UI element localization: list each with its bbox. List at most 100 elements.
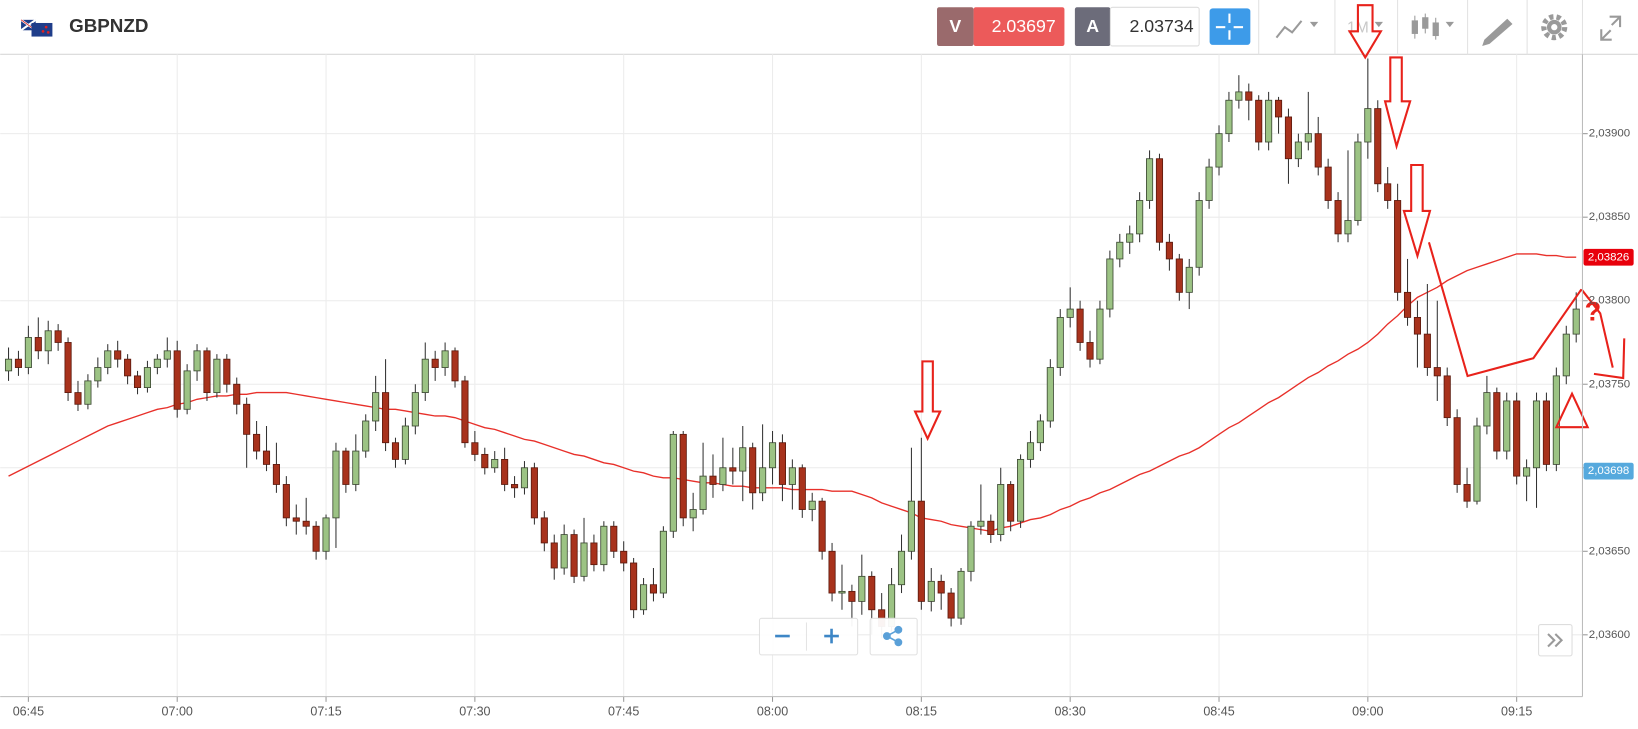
x-tick-label: 06:45 [13, 705, 44, 719]
x-tick-label: 07:00 [162, 705, 193, 719]
candle-body [362, 420, 370, 452]
candle-body [34, 337, 42, 352]
x-tick-label: 07:30 [459, 705, 490, 719]
candle-body [580, 542, 588, 577]
candle-body [749, 447, 757, 494]
candle-body [1503, 400, 1511, 452]
candle-body [768, 442, 777, 469]
zoom-in-button[interactable] [824, 628, 839, 644]
share-box[interactable] [869, 617, 918, 656]
price-label-box [1583, 248, 1634, 266]
candle-body [560, 534, 568, 569]
chart-type-icon[interactable] [1275, 20, 1303, 39]
candle-body [431, 358, 439, 368]
candle-body [540, 517, 548, 544]
candle-body [382, 392, 390, 444]
candle-body [481, 453, 489, 469]
candle-body [520, 467, 529, 489]
arrow-annotation [913, 360, 942, 442]
candle-body [253, 433, 261, 452]
candle-body [401, 425, 409, 460]
candle-body [1324, 166, 1332, 201]
candle-icon[interactable] [1411, 13, 1439, 40]
y-tick-label: 2,03650 [1589, 545, 1630, 557]
candle-body [897, 550, 906, 586]
candle-body [262, 450, 271, 465]
candle-body [997, 484, 1005, 536]
candle-body [193, 350, 201, 372]
settings-icon[interactable] [1541, 14, 1568, 41]
arrow-annotation [1347, 4, 1383, 60]
candle-body [620, 550, 628, 564]
sell-button[interactable] [937, 7, 974, 46]
candle-body [977, 520, 985, 527]
candle-body [173, 350, 181, 410]
candle-body [461, 380, 469, 444]
candle-body [114, 350, 122, 360]
candle-body [213, 358, 221, 394]
candle-body [1215, 133, 1223, 168]
candle-body [282, 484, 290, 519]
candle-body [511, 484, 519, 489]
candle-body [669, 433, 677, 532]
candle-body [352, 450, 360, 485]
flag-icon [20, 18, 53, 37]
y-tick-label: 2,03850 [1589, 211, 1630, 223]
line-annotation [1427, 242, 1583, 378]
candle-body [1523, 467, 1531, 477]
candle-body [203, 350, 211, 394]
question-mark: ? [1585, 295, 1602, 326]
candle-body [1413, 316, 1421, 335]
candle-body [917, 500, 925, 602]
candle-body [828, 550, 836, 594]
candle-body [1572, 308, 1580, 335]
x-tick-label: 09:15 [1501, 705, 1532, 719]
candle-body [1483, 392, 1491, 427]
candle-body [1443, 375, 1451, 419]
candle-body [501, 458, 509, 485]
arrow-annotation [1402, 163, 1432, 260]
candle-body [649, 584, 658, 594]
candle-body [1017, 458, 1025, 522]
candle-body [14, 358, 23, 368]
candle-body [372, 392, 380, 422]
x-tick-label: 07:15 [310, 705, 341, 719]
candle-body [1513, 400, 1521, 477]
crosshair-icon [1215, 13, 1244, 40]
buy-button[interactable] [1074, 7, 1111, 46]
candle-body [94, 367, 102, 382]
candle-body [312, 525, 320, 552]
x-tick-label: 08:45 [1203, 705, 1234, 719]
line-annotation [1580, 288, 1614, 368]
candle-body [808, 500, 816, 510]
candle-body [1066, 308, 1074, 318]
candle-body [600, 525, 608, 566]
candle-body [1195, 200, 1203, 268]
fullscreen-icon[interactable] [1600, 15, 1622, 41]
sell-price-box[interactable] [973, 7, 1065, 46]
candle-body [74, 392, 82, 405]
candle-body [133, 375, 142, 388]
candle-body [1354, 141, 1362, 221]
annotations: ? [913, 4, 1626, 442]
zoom-controls [758, 617, 1573, 657]
candle-body [233, 383, 241, 405]
candle-body [143, 367, 151, 388]
candle-body [630, 562, 638, 611]
y-tick-label: 2,03800 [1589, 295, 1630, 307]
candle-body [709, 475, 717, 485]
candle-body [124, 358, 132, 377]
candle-body [1453, 417, 1461, 485]
candle-body [1265, 99, 1273, 143]
candle-body [243, 403, 251, 435]
price-label-box [1583, 462, 1634, 480]
candle-body [957, 570, 965, 619]
buy-price-box[interactable] [1109, 6, 1200, 47]
candle-body [699, 475, 707, 510]
draw-icon[interactable] [1482, 18, 1513, 46]
candle-body [1423, 333, 1431, 368]
candle-body [858, 575, 866, 602]
crosshair-button[interactable] [1209, 8, 1251, 45]
